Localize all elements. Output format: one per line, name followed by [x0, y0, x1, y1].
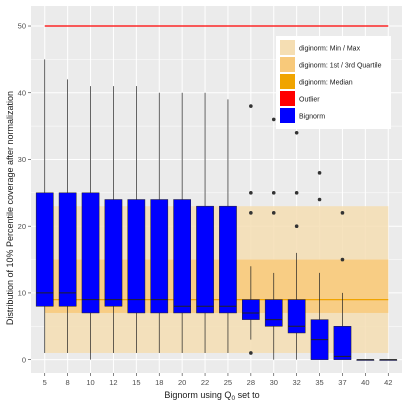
box-5	[35, 59, 54, 353]
x-tick-label: 40	[361, 378, 369, 387]
box-body	[35, 192, 54, 307]
box-10	[81, 86, 100, 360]
legend-label: Outlier	[299, 97, 320, 104]
legend-label: diginorm: 1st / 3rd Quartile	[299, 63, 382, 70]
outlier-point	[294, 130, 299, 135]
x-axis-title-main: Bignorm using Q	[164, 390, 231, 400]
x-tick-label: 8	[66, 378, 70, 387]
legend: diginorm: Min / Max diginorm: 1st / 3rd Q…	[276, 36, 391, 129]
y-axis-title: Distribution of 10% Percentile coverage …	[5, 91, 15, 325]
outlier-point	[294, 191, 299, 195]
box-body	[264, 299, 283, 327]
legend-label: diginorm: Min / Max	[299, 46, 361, 53]
outlier-point	[271, 211, 276, 215]
outlier-point	[317, 171, 322, 175]
legend-swatch	[280, 91, 295, 106]
legend-label: diginorm: Median	[299, 80, 353, 87]
legend-box	[276, 36, 391, 129]
box-body	[242, 299, 260, 320]
x-tick-label: 5	[43, 378, 47, 387]
x-tick-label: 42	[384, 378, 392, 387]
x-axis-title: Bignorm using Q0 set to	[164, 390, 259, 402]
box-body	[196, 205, 214, 314]
reference-bands	[44, 25, 389, 353]
y-tick-label: 20	[18, 222, 26, 231]
legend-label: Bignorm	[299, 114, 325, 121]
legend-swatch	[280, 40, 295, 55]
box-32	[287, 117, 306, 360]
outlier-point	[294, 224, 299, 228]
x-tick-label: 12	[109, 378, 117, 387]
x-tick-label: 20	[178, 378, 186, 387]
legend-entry: Outlier	[280, 91, 320, 106]
outlier-point	[340, 211, 345, 215]
x-tick-label: 28	[247, 378, 255, 387]
box-body	[333, 326, 352, 360]
outlier-point	[249, 104, 253, 108]
x-tick-label: 32	[292, 378, 300, 387]
box-28	[242, 104, 260, 355]
x-tick-label: 25	[224, 378, 232, 387]
box-22	[196, 92, 214, 353]
y-axis-ticks: 0 10 20 30 40 50	[18, 22, 31, 364]
box-40	[356, 359, 375, 361]
x-tick-label: 18	[155, 378, 163, 387]
box-37	[333, 211, 352, 360]
x-axis-ticks: 5 8 10 12 15 18 20 22 25 28 30 32 35 37 40 42	[43, 373, 392, 387]
legend-swatch	[280, 57, 295, 72]
box-body	[81, 192, 100, 314]
y-tick-label: 50	[18, 22, 26, 31]
outlier-point	[249, 211, 253, 215]
box-body	[58, 192, 77, 307]
box-42	[379, 359, 398, 361]
x-axis-title-suffix: set to	[235, 390, 260, 400]
box-18	[150, 92, 169, 353]
outlier-point	[271, 191, 276, 195]
box-body	[150, 199, 169, 314]
legend-entry: diginorm: 1st / 3rd Quartile	[280, 57, 382, 72]
quartile-band	[44, 259, 389, 313]
y-tick-label: 10	[18, 289, 26, 298]
y-tick-label: 40	[18, 88, 26, 97]
box-30	[264, 117, 283, 360]
outlier-point	[249, 191, 253, 195]
y-tick-label: 30	[18, 155, 26, 164]
outlier-point	[340, 257, 345, 262]
box-25	[219, 99, 237, 353]
legend-swatch	[280, 74, 295, 89]
box-body	[287, 299, 306, 334]
x-tick-label: 22	[201, 378, 209, 387]
outlier-point	[317, 197, 322, 202]
y-tick-label: 0	[22, 355, 26, 364]
x-tick-label: 37	[338, 378, 346, 387]
box-35	[310, 171, 329, 360]
legend-entry: diginorm: Min / Max	[280, 40, 361, 55]
box-8	[58, 79, 77, 353]
x-tick-label: 30	[270, 378, 278, 387]
outlier-point	[271, 117, 276, 122]
box-12	[104, 86, 123, 353]
x-tick-label: 10	[86, 378, 94, 387]
box-body	[104, 199, 123, 307]
box-body	[127, 199, 146, 314]
outlier-point	[249, 351, 253, 355]
legend-swatch	[280, 108, 295, 123]
x-tick-label: 35	[315, 378, 323, 387]
box-20	[173, 92, 191, 353]
legend-entry: diginorm: Median	[280, 74, 353, 89]
legend-entry: Bignorm	[280, 108, 325, 123]
box-15	[127, 86, 146, 353]
box-body	[219, 205, 237, 314]
boxes	[35, 59, 398, 361]
box-body	[173, 199, 191, 314]
x-axis-title-subscript: 0	[231, 395, 235, 402]
x-tick-label: 15	[132, 378, 140, 387]
